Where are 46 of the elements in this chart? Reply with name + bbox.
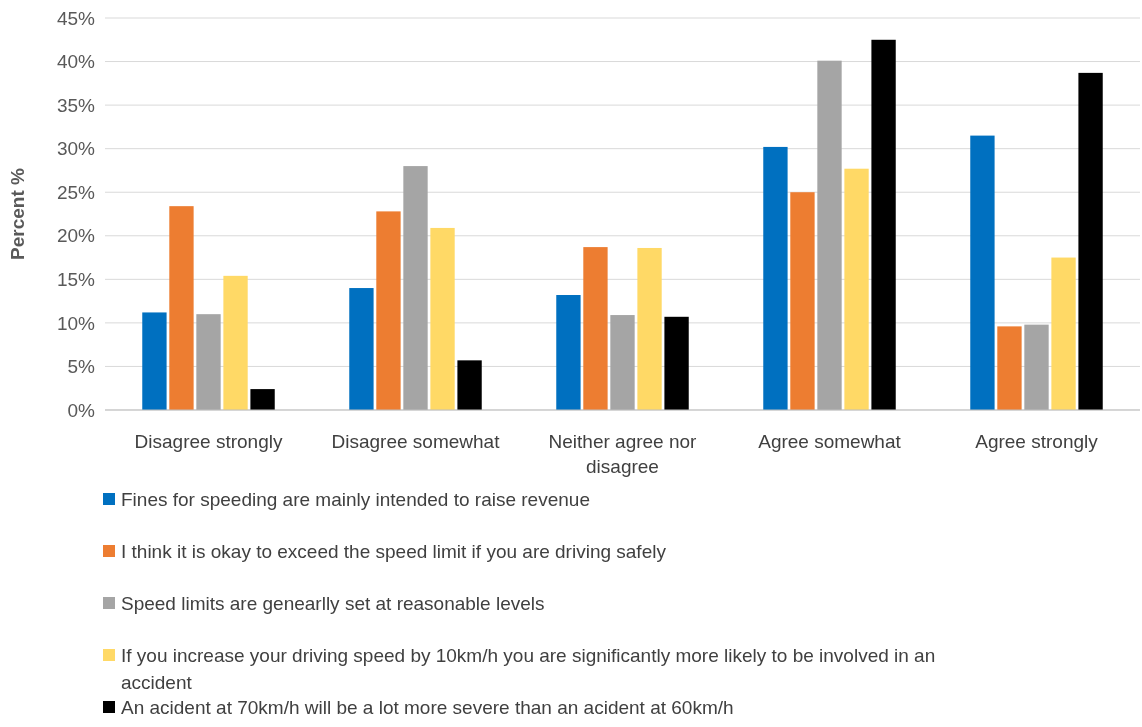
bar: [457, 360, 482, 410]
legend-label: An acident at 70km/h will be a lot more severe than an acident at 60km/h: [121, 697, 734, 718]
bar: [403, 166, 428, 410]
y-tick-label: 45%: [56, 7, 96, 29]
bar: [1078, 72, 1103, 410]
bar: [997, 326, 1022, 410]
bar: [610, 315, 635, 410]
bar: [637, 247, 662, 410]
bar: [430, 227, 455, 410]
y-tick-label: 40%: [56, 51, 96, 73]
legend-label: I think it is okay to exceed the speed limit if you are driving safely: [121, 541, 667, 562]
y-tick-label: 30%: [56, 138, 96, 160]
legend-label: Fines for speeding are mainly intended to raise revenue: [121, 489, 590, 510]
x-tick-label: Agree somewhat: [758, 431, 902, 452]
bar: [250, 389, 275, 410]
bar: [142, 312, 167, 410]
bar: [844, 168, 869, 410]
x-tick-label: Disagree strongly: [134, 431, 283, 452]
y-tick-label: 5%: [67, 356, 96, 378]
y-tick-label: 10%: [56, 312, 96, 334]
x-tick-label: Neither agree nor disagree: [548, 431, 698, 477]
bar: [556, 295, 581, 410]
bar: [169, 206, 194, 410]
y-tick-label: 25%: [56, 181, 96, 203]
legend-label: If you increase your driving speed by 10km/h you are significantly more likely to be involved in an accident: [121, 645, 936, 693]
bar: [817, 60, 842, 410]
y-tick-label: 35%: [56, 94, 96, 116]
bar: [763, 146, 788, 410]
bar: [1024, 324, 1049, 410]
bar: [223, 275, 248, 410]
bar: [1051, 257, 1076, 410]
y-axis-title: Percent %: [7, 167, 28, 260]
bar: [664, 316, 689, 410]
bar: [871, 39, 896, 410]
y-tick-label: 20%: [56, 225, 96, 247]
x-tick-label: Disagree somewhat: [331, 431, 501, 452]
y-tick-label: 15%: [56, 268, 96, 290]
legend-label: Speed limits are genearlly set at reasonable levels: [121, 593, 545, 614]
bar: [583, 247, 608, 410]
bar: [790, 192, 815, 410]
y-tick-label: 0%: [67, 399, 96, 421]
bar: [376, 211, 401, 410]
x-tick-label: Agree strongly: [975, 431, 1099, 452]
bar: [970, 135, 995, 410]
bar: [349, 288, 374, 410]
bar: [196, 314, 221, 410]
